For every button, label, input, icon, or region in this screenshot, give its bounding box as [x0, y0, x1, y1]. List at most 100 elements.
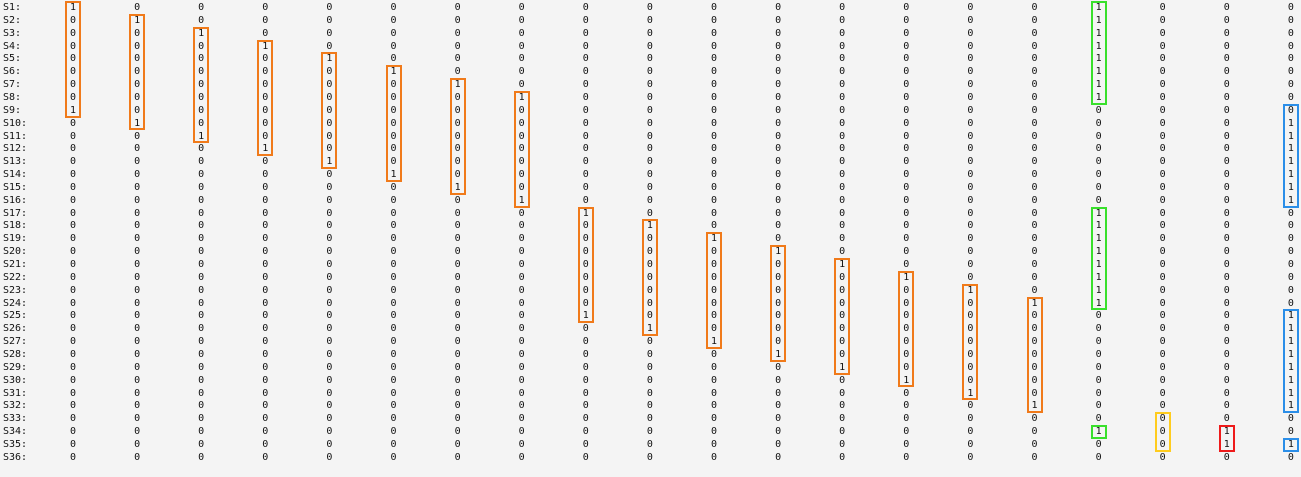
matrix-cell: 1	[839, 361, 846, 373]
matrix-cell: 1	[326, 156, 333, 168]
matrix-cell: 0	[326, 310, 333, 322]
matrix-cell: 0	[775, 387, 782, 399]
matrix-cell: 0	[198, 79, 205, 91]
matrix-cell: 0	[198, 400, 205, 412]
matrix-cell: 0	[198, 181, 205, 193]
row-label: S26:	[3, 323, 28, 335]
matrix-cell: 1	[1287, 400, 1294, 412]
matrix-cell: 0	[903, 194, 910, 206]
row-label: S18:	[3, 220, 28, 232]
matrix-cell: 0	[198, 143, 205, 155]
matrix-cell: 0	[839, 181, 846, 193]
matrix-cell: 0	[1159, 130, 1166, 142]
matrix-cell: 0	[646, 348, 653, 360]
matrix-cell: 0	[69, 271, 77, 283]
matrix-cell: 0	[1031, 130, 1038, 142]
matrix-cell: 0	[967, 104, 974, 116]
matrix-cell: 0	[775, 374, 782, 386]
matrix-cell: 0	[839, 323, 846, 335]
matrix-cell: 0	[967, 156, 974, 168]
matrix-cell: 0	[262, 117, 269, 129]
row-label: S36:	[3, 451, 28, 463]
matrix-cell: 0	[134, 348, 141, 360]
matrix-cell: 0	[198, 156, 205, 168]
matrix-cell: 0	[839, 413, 846, 425]
matrix-cell: 0	[903, 53, 910, 65]
matrix-cell: 0	[646, 79, 653, 91]
matrix-cell: 0	[518, 348, 525, 360]
matrix-row: S9: 1 0 0 0 0 0 0 0 0 0 0 0 0 0 0 0 0 0 0 0	[0, 104, 1301, 117]
matrix-row: S30: 0 0 0 0 0 0 0 0 0 0 0 0 0 1 0 0 0 0 0 1	[0, 374, 1301, 387]
matrix-cell: 1	[1095, 246, 1102, 258]
matrix-cell: 0	[1159, 207, 1166, 219]
matrix-cell: 0	[390, 438, 397, 450]
matrix-cell: 0	[710, 284, 718, 296]
matrix-cell: 0	[198, 91, 205, 103]
matrix-cell: 0	[839, 40, 846, 52]
matrix-cell: 1	[1287, 348, 1294, 360]
matrix-cell: 0	[326, 2, 333, 13]
matrix-cell: 0	[262, 130, 269, 142]
matrix-cell: 0	[198, 438, 205, 450]
matrix-cell: 0	[518, 336, 525, 348]
matrix-cell: 0	[1223, 91, 1230, 103]
row-label: S17:	[3, 207, 28, 219]
matrix-cell: 0	[967, 246, 974, 258]
matrix-cell: 0	[390, 14, 397, 26]
matrix-cell: 0	[1159, 310, 1166, 322]
matrix-cell: 0	[390, 374, 397, 386]
matrix-cell: 1	[262, 143, 269, 155]
matrix-cell: 0	[1159, 104, 1166, 116]
matrix-cell: 0	[134, 387, 141, 399]
matrix-row: S1: 1 0 0 0 0 0 0 0 0 0 0 0 0 0 0 0 1 0 0 0	[0, 1, 1301, 14]
matrix-cell: 0	[134, 233, 141, 245]
matrix-cell: 0	[454, 387, 461, 399]
matrix-cell: 0	[390, 207, 397, 219]
matrix-row: S28: 0 0 0 0 0 0 0 0 0 0 0 1 0 0 0 0 0 0 0 1	[0, 348, 1301, 361]
matrix-cell: 1	[69, 104, 77, 116]
matrix-cell: 0	[710, 400, 718, 412]
matrix-cell: 0	[518, 297, 525, 309]
matrix-row: S36: 0 0 0 0 0 0 0 0 0 0 0 0 0 0 0 0 0 0 0 0	[0, 451, 1301, 464]
matrix-cell: 0	[1159, 284, 1166, 296]
matrix-cell: 0	[390, 53, 397, 65]
row-label: S15:	[3, 181, 28, 193]
matrix-cell: 0	[134, 143, 141, 155]
matrix-cell: 0	[646, 400, 653, 412]
matrix-cell: 0	[967, 207, 974, 219]
matrix-cell: 0	[1287, 297, 1294, 309]
matrix-row: S34: 0 0 0 0 0 0 0 0 0 0 0 0 0 0 0 0 1 0 1 0	[0, 425, 1301, 438]
matrix-cell: 0	[903, 181, 910, 193]
matrix-row: S21: 0 0 0 0 0 0 0 0 0 0 0 0 1 0 0 0 1 0 0 0	[0, 258, 1301, 271]
matrix-cell: 0	[262, 91, 269, 103]
matrix-cell: 0	[454, 27, 461, 39]
matrix-cell: 1	[134, 117, 141, 129]
matrix-row: S33: 0 0 0 0 0 0 0 0 0 0 0 0 0 0 0 0 0 0 0 0	[0, 412, 1301, 425]
matrix-cell: 0	[1031, 53, 1038, 65]
matrix-cell: 0	[582, 169, 589, 181]
row-label: S16:	[3, 194, 28, 206]
matrix-cell: 0	[967, 2, 974, 13]
matrix-cell: 0	[1031, 156, 1038, 168]
matrix-cell: 0	[262, 156, 269, 168]
matrix-cell: 0	[69, 451, 77, 463]
matrix-cell: 0	[390, 104, 397, 116]
matrix-cell: 0	[134, 79, 141, 91]
matrix-cell: 0	[134, 336, 141, 348]
matrix-cell: 0	[518, 323, 525, 335]
matrix-cell: 0	[198, 194, 205, 206]
matrix-cell: 0	[1031, 194, 1038, 206]
matrix-cell: 0	[262, 297, 269, 309]
matrix-cell: 0	[710, 220, 718, 232]
matrix-cell: 0	[262, 348, 269, 360]
matrix-cell: 0	[1223, 220, 1230, 232]
matrix-cell: 0	[1223, 310, 1230, 322]
matrix-cell: 0	[69, 79, 77, 91]
matrix-cell: 0	[134, 246, 141, 258]
matrix-cell: 0	[1287, 259, 1294, 270]
matrix-cell: 0	[198, 117, 205, 129]
matrix-cell: 0	[454, 374, 461, 386]
matrix-cell: 0	[326, 336, 333, 348]
matrix-cell: 0	[134, 297, 141, 309]
matrix-cell: 0	[1159, 348, 1166, 360]
